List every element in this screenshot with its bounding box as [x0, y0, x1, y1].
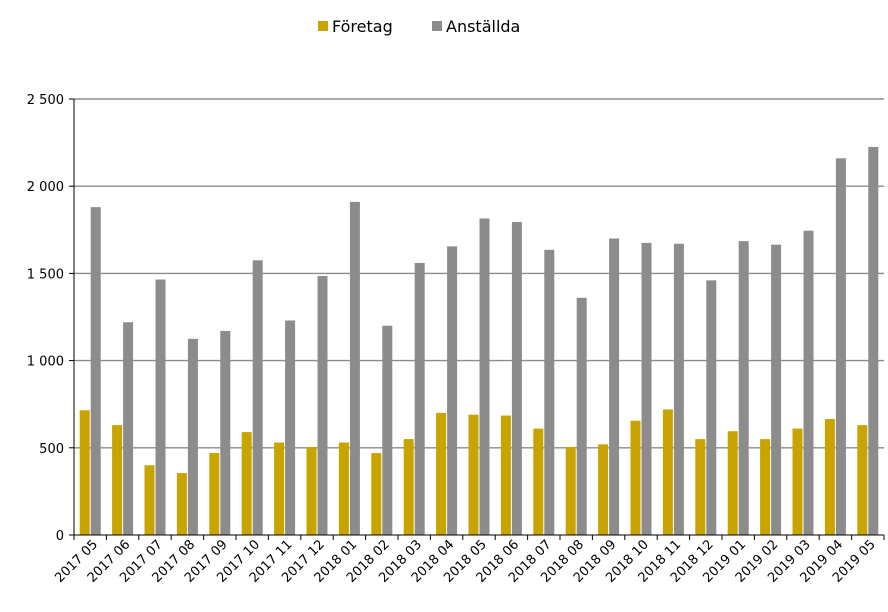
bar-anstallda	[641, 242, 652, 535]
bar-foretag	[500, 415, 511, 535]
bar-anstallda	[155, 279, 166, 535]
bar-anstallda	[123, 322, 134, 535]
axes	[73, 99, 884, 536]
y-tick-label: 1 500	[27, 267, 64, 282]
bar-anstallda	[835, 158, 846, 535]
legend-label-anstallda: Anställda	[446, 17, 520, 36]
bar-foretag	[695, 439, 706, 535]
y-tick-label: 1 000	[27, 355, 64, 370]
bar-anstallda	[90, 207, 101, 536]
bar-foretag	[436, 412, 447, 535]
bar-anstallda	[803, 230, 814, 535]
bar-foretag	[338, 442, 349, 535]
bar-foretag	[857, 425, 868, 535]
bar-anstallda	[285, 320, 296, 535]
bar-foretag	[144, 465, 155, 535]
y-axis-ticks: 0 500 1 000 1 500 2 000 2 500	[27, 93, 74, 544]
bar-foretag	[598, 444, 609, 535]
bar-foretag	[533, 428, 544, 535]
bar-foretag	[824, 419, 835, 535]
bar-foretag	[760, 439, 771, 535]
bar-anstallda	[609, 238, 620, 535]
bars	[79, 146, 879, 536]
legend-swatch-anstallda	[432, 21, 442, 31]
bar-foretag	[371, 453, 382, 535]
bar-foretag	[112, 425, 123, 535]
bar-anstallda	[576, 297, 587, 535]
legend: Företag Anställda	[318, 17, 520, 36]
bar-foretag	[79, 410, 90, 535]
bar-anstallda	[349, 201, 360, 535]
y-tick-label: 500	[39, 442, 64, 457]
bar-foretag	[306, 446, 317, 535]
y-tick-label: 2 000	[27, 180, 64, 195]
bar-anstallda	[414, 262, 425, 535]
bar-anstallda	[511, 221, 522, 535]
bar-foretag	[468, 414, 479, 535]
bar-anstallda	[479, 218, 490, 536]
bar-anstallda	[673, 243, 684, 535]
bar-anstallda	[771, 244, 782, 535]
bar-foretag	[241, 432, 252, 535]
bar-foretag	[662, 409, 673, 535]
bar-anstallda	[706, 280, 717, 535]
bar-foretag	[403, 439, 414, 535]
gridlines	[74, 98, 884, 449]
bar-anstallda	[317, 276, 328, 535]
bar-anstallda	[187, 338, 198, 535]
bar-foretag	[565, 446, 576, 535]
bar-anstallda	[220, 330, 231, 535]
bar-anstallda	[738, 241, 749, 536]
bar-foretag	[792, 428, 803, 535]
legend-swatch-foretag	[318, 21, 328, 31]
bar-foretag	[727, 431, 738, 535]
bar-anstallda	[447, 246, 458, 536]
bar-anstallda	[382, 325, 393, 535]
bar-anstallda	[544, 249, 555, 535]
y-tick-label: 0	[56, 529, 64, 544]
bar-foretag	[176, 473, 187, 535]
legend-label-foretag: Företag	[332, 17, 393, 36]
y-tick-label: 2 500	[27, 93, 64, 108]
bar-anstallda	[252, 260, 263, 535]
bar-anstallda	[868, 146, 879, 535]
bar-foretag	[274, 442, 285, 535]
bar-foretag	[630, 420, 641, 535]
bar-foretag	[209, 453, 220, 535]
